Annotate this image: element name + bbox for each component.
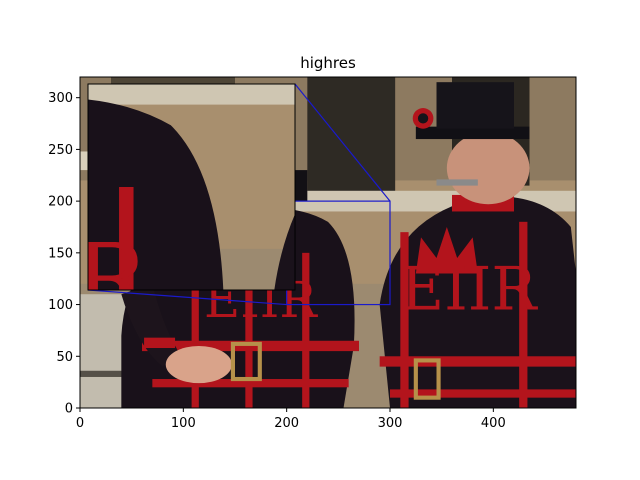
y-tick-label: 100 bbox=[48, 298, 73, 313]
x-tick-label: 300 bbox=[378, 416, 403, 431]
chart-title: highres bbox=[300, 54, 356, 72]
y-tick-label: 150 bbox=[48, 246, 73, 261]
x-axis-ticks: 0 100 200 300 400 bbox=[76, 408, 506, 431]
x-tick-label: 400 bbox=[481, 416, 506, 431]
inset-connector-line bbox=[87, 289, 287, 306]
y-tick-label: 50 bbox=[56, 350, 73, 365]
x-tick-label: 200 bbox=[274, 416, 299, 431]
inset-connector-line bbox=[294, 83, 391, 202]
x-tick-label: 100 bbox=[171, 416, 196, 431]
inset-axes-frame bbox=[87, 83, 296, 291]
y-tick-label: 250 bbox=[48, 143, 73, 158]
main-axes-frame bbox=[79, 76, 577, 409]
x-tick-label: 0 bbox=[76, 416, 84, 431]
y-tick-label: 300 bbox=[48, 91, 73, 106]
y-axis-ticks: 0 50 100 150 200 250 300 bbox=[48, 91, 80, 417]
y-tick-label: 0 bbox=[65, 402, 73, 417]
y-tick-label: 200 bbox=[48, 195, 73, 210]
